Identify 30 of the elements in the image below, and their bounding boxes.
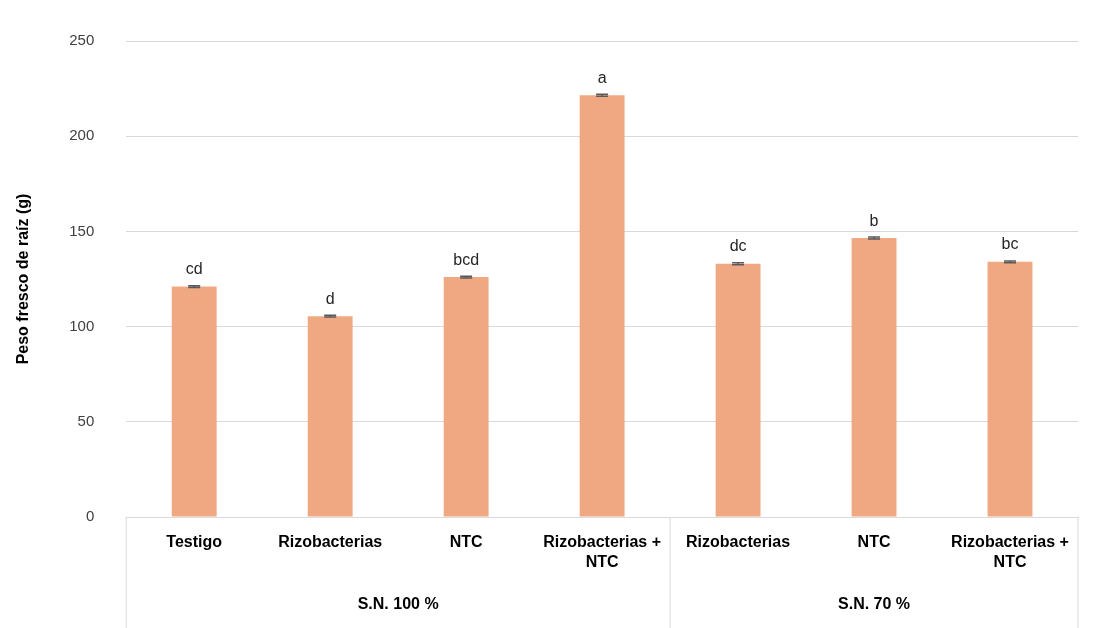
- text: S.N. 70 %: [838, 595, 911, 613]
- y-tick-label: 150: [69, 221, 95, 239]
- data-label: bcd: [453, 250, 480, 268]
- x-tick-label: NTC: [857, 533, 891, 551]
- bar: [715, 263, 761, 517]
- data-label: cd: [185, 260, 203, 278]
- bar: [443, 277, 489, 517]
- y-tick-label: 50: [77, 411, 95, 429]
- bar: [307, 316, 353, 517]
- x-tick-label: Testigo: [166, 533, 223, 551]
- x-tick-label: NTC: [449, 533, 484, 551]
- bar: [579, 95, 625, 517]
- data-label: dc: [729, 237, 747, 255]
- text: S.N. 100 %: [357, 595, 439, 613]
- y-tick-label: 100: [69, 316, 95, 334]
- data-label: a: [597, 68, 607, 86]
- x-tick-label: Rizobacterias: [278, 533, 383, 551]
- y-tick-label: 200: [69, 126, 95, 144]
- x-tick-label: Rizobacterias: [686, 533, 791, 551]
- bar: [171, 286, 217, 517]
- x-tick-label: Rizobacterias + NTC: [951, 533, 1069, 571]
- bar: [987, 261, 1033, 517]
- y-tick-label: 250: [69, 31, 95, 49]
- y-tick-label: 0: [85, 507, 95, 525]
- y-axis-title: Peso fresco de raíz (g): [14, 193, 32, 365]
- data-label: d: [325, 289, 335, 307]
- data-label: bc: [1001, 235, 1019, 253]
- bar: [851, 238, 897, 517]
- data-label: b: [869, 211, 879, 229]
- x-tick-label: Rizobacterias + NTC: [543, 533, 662, 571]
